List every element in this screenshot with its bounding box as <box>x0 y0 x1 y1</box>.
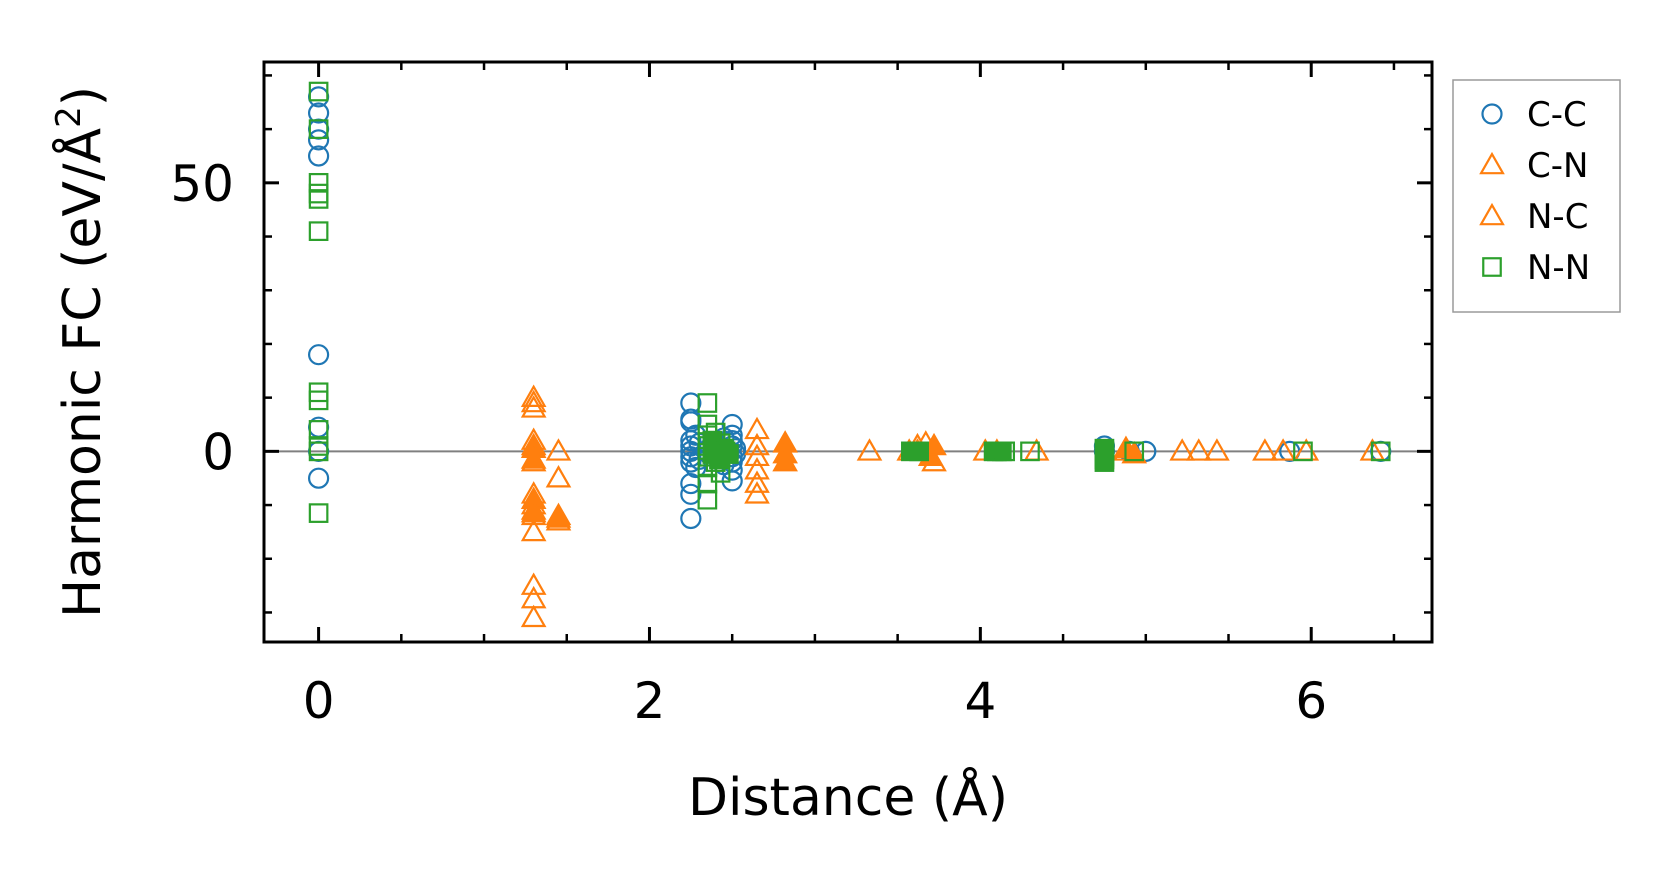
data-point <box>308 441 329 462</box>
x-tick-label: 2 <box>634 672 666 730</box>
data-point <box>680 483 702 505</box>
data-point <box>545 505 572 528</box>
y-tick-label: 0 <box>202 423 234 481</box>
data-point <box>308 420 329 440</box>
data-point <box>680 440 702 462</box>
data-point <box>1121 440 1148 464</box>
data-point <box>1293 441 1313 462</box>
data-point <box>1185 438 1212 461</box>
data-point <box>307 145 330 167</box>
y-axis-title-close: ) <box>53 86 113 106</box>
y-axis-title-superscript: 2 <box>49 106 89 128</box>
data-point <box>1204 438 1230 461</box>
x-tick-label: 4 <box>964 672 996 730</box>
series-N-N <box>308 81 1391 523</box>
data-point <box>1094 452 1115 472</box>
data-points-layer <box>307 81 1392 628</box>
data-point <box>520 518 547 542</box>
data-point <box>744 443 770 467</box>
data-point <box>680 507 702 530</box>
data-point <box>744 481 770 504</box>
data-point <box>697 489 718 510</box>
axis-ticks <box>264 62 1432 642</box>
data-point <box>520 585 547 609</box>
legend-label: N-C <box>1527 197 1588 237</box>
data-point <box>1124 441 1145 462</box>
legend-label: C-C <box>1527 95 1587 135</box>
series-C-C <box>307 86 1392 530</box>
data-point <box>1270 438 1296 461</box>
data-point <box>719 444 739 464</box>
data-point <box>308 221 329 242</box>
data-point <box>307 129 330 151</box>
legend-label: N-N <box>1527 248 1590 288</box>
data-point <box>697 393 718 413</box>
legend-box <box>1452 79 1621 313</box>
y-axis-title-main: Harmonic FC (eV/Å <box>51 127 113 618</box>
plot-area-frame <box>262 60 1434 644</box>
data-point <box>1169 438 1196 461</box>
data-point <box>744 432 770 456</box>
data-point <box>680 451 702 473</box>
data-point <box>520 446 547 469</box>
data-point <box>1020 441 1040 462</box>
data-point <box>308 81 329 102</box>
data-point <box>307 467 330 489</box>
data-point <box>520 572 547 595</box>
y-tick-label: 50 <box>170 155 234 213</box>
data-point <box>307 102 330 124</box>
data-point <box>772 448 798 472</box>
x-tick-label: 6 <box>1295 672 1327 730</box>
legend-entries: C-C C-N N-C N-N <box>1479 95 1590 288</box>
axis-tick-labels: 0 2 4 6 0 50 <box>170 155 1327 730</box>
legend-marker <box>1479 151 1505 175</box>
x-axis-title: Distance (Å) <box>688 766 1008 828</box>
data-point <box>308 189 329 209</box>
data-point <box>520 389 547 413</box>
legend-marker <box>1482 257 1502 277</box>
legend: C-C C-N N-C N-N <box>1452 79 1621 313</box>
data-point <box>744 470 770 493</box>
data-point <box>308 390 329 411</box>
data-point <box>520 384 547 407</box>
data-point <box>308 503 329 523</box>
data-point <box>545 465 572 488</box>
data-point <box>697 473 718 494</box>
data-point <box>307 344 330 366</box>
data-point <box>856 438 883 461</box>
data-point <box>308 119 329 139</box>
data-point <box>992 441 1012 462</box>
legend-marker <box>1481 103 1503 125</box>
x-tick-label: 0 <box>303 672 335 730</box>
data-point <box>308 172 329 193</box>
data-point <box>680 472 702 495</box>
data-point <box>1370 441 1391 462</box>
series-C-N <box>520 384 1386 628</box>
data-point <box>545 438 572 461</box>
legend-label: C-N <box>1527 146 1588 186</box>
series-N-C <box>520 430 1148 528</box>
data-point <box>1252 438 1278 461</box>
data-point <box>520 604 547 628</box>
data-point <box>744 457 770 480</box>
data-point <box>308 183 329 204</box>
y-axis-title: Harmonic FC (eV/Å2) <box>49 86 113 618</box>
data-point <box>520 499 547 523</box>
data-point <box>520 395 547 418</box>
series-unlabeled-4 <box>702 430 1115 472</box>
data-point <box>744 416 770 440</box>
data-point <box>909 441 929 462</box>
legend-marker <box>1479 202 1505 226</box>
data-point <box>680 430 702 452</box>
